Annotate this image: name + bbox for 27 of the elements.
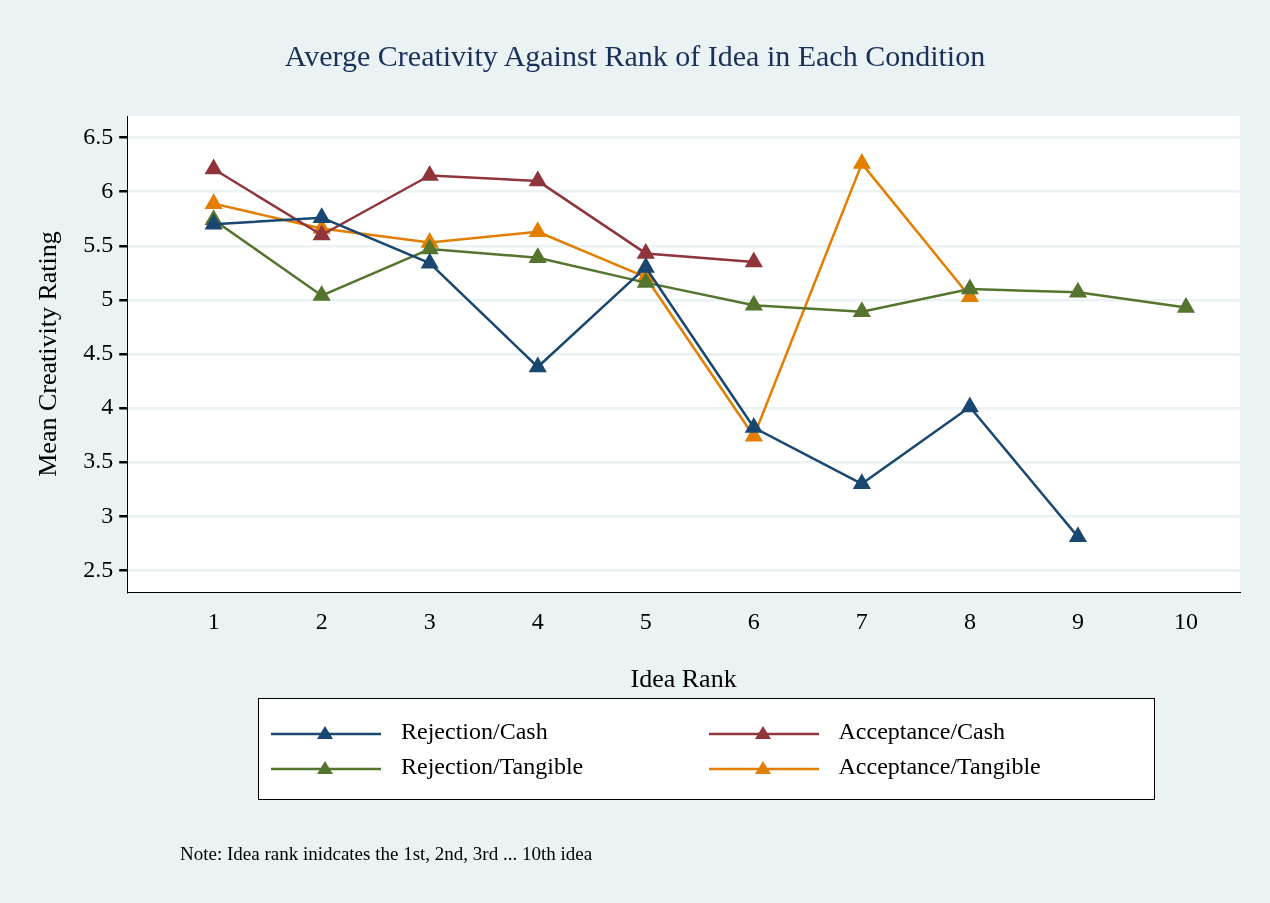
y-tick-label: 3	[101, 501, 114, 528]
y-tick-label: 5.5	[83, 231, 114, 258]
chart-title: Averge Creativity Against Rank of Idea in Each Condition	[284, 38, 986, 72]
y-tick-label: 5	[101, 285, 114, 312]
y-axis-title: Mean Creativity Rating	[33, 231, 63, 477]
x-tick-label: 1	[207, 607, 220, 634]
legend-label: Rejection/Tangible	[401, 753, 584, 780]
y-tick-label: 2.5	[83, 555, 114, 582]
x-tick-label: 5	[639, 607, 652, 634]
y-tick-label: 6	[101, 177, 114, 204]
x-tick-label: 8	[963, 607, 976, 634]
x-tick-label: 4	[531, 607, 544, 634]
x-tick-label: 2	[315, 607, 328, 634]
y-tick-label: 3.5	[83, 447, 114, 474]
legend-label: Rejection/Cash	[401, 718, 548, 745]
legend-label: Acceptance/Cash	[838, 718, 1006, 745]
x-axis-title: Idea Rank	[630, 664, 737, 694]
x-tick-label: 3	[423, 607, 436, 634]
y-tick-label: 4	[101, 393, 114, 420]
y-tick-label: 4.5	[83, 339, 114, 366]
legend-label: Acceptance/Tangible	[838, 753, 1041, 780]
x-tick-label: 9	[1071, 607, 1084, 634]
x-tick-label: 7	[855, 607, 868, 634]
text: Note: Idea rank inidcates the 1st, 2nd, 3rd ... 10th idea	[180, 843, 593, 865]
x-tick-label: 6	[747, 607, 760, 634]
x-tick-label: 10	[1173, 607, 1198, 634]
y-tick-label: 6.5	[83, 122, 114, 149]
